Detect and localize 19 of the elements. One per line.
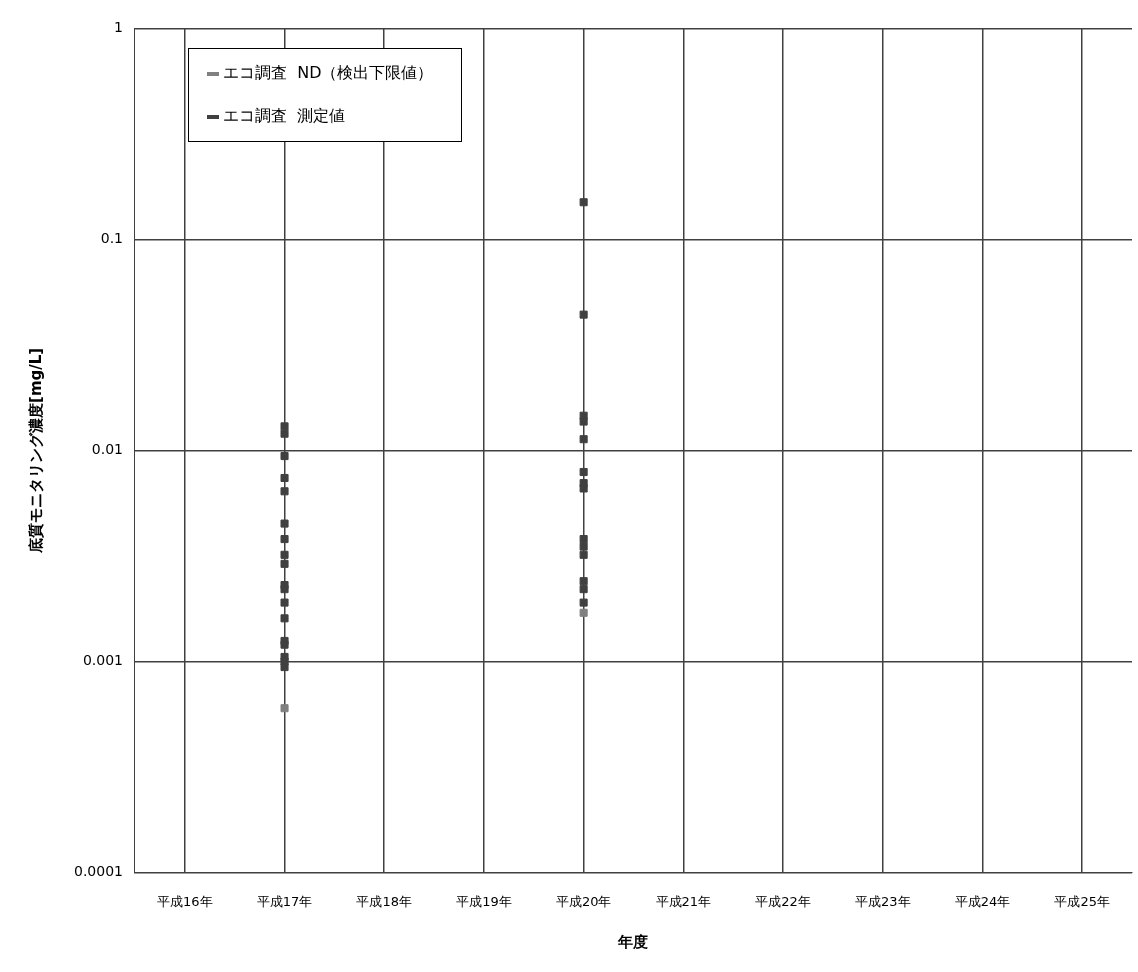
y-tick-label: 0.0001 (73, 863, 123, 880)
y-tick-label: 0.001 (82, 652, 123, 669)
legend-label: エコ調査 ND（検出下限値） (223, 63, 434, 84)
x-tick-label: 平成17年 (256, 893, 313, 909)
x-tick-label: 平成22年 (755, 893, 811, 909)
x-tick-label: 平成25年 (1054, 893, 1110, 909)
y-axis-title: 底質モニタリング濃度[mg/L] (26, 347, 45, 554)
x-tick-label: 平成16年 (157, 893, 213, 909)
x-tick-label: 平成23年 (854, 893, 911, 909)
x-axis-title: 年度 (617, 932, 649, 951)
x-tick-label: 平成24年 (954, 893, 1011, 909)
x-tick-label: 平成21年 (655, 893, 712, 909)
y-tick-label: 1 (114, 19, 123, 36)
x-tick-label: 平成19年 (456, 893, 512, 909)
x-tick-label: 平成18年 (356, 893, 413, 909)
y-tick-label: 0.01 (91, 441, 123, 458)
legend-label: エコ調査 測定値 (223, 106, 346, 127)
y-tick-label: 0.1 (100, 230, 123, 247)
x-tick-label: 平成20年 (555, 893, 612, 909)
